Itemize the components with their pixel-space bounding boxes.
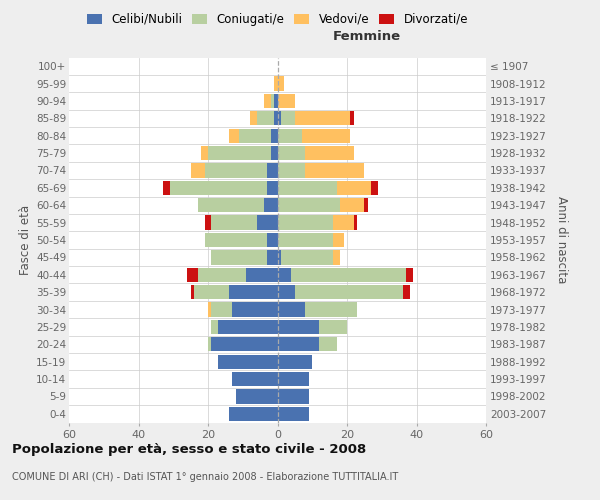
Bar (208, 302, 211, 316)
Bar (302, 128, 350, 143)
Bar (208, 146, 271, 160)
Bar (333, 250, 340, 264)
Bar (350, 111, 354, 126)
Bar (205, 233, 267, 247)
Bar (333, 233, 344, 247)
Text: COMUNE DI ARI (CH) - Dati ISTAT 1° gennaio 2008 - Elaborazione TUTTITALIA.IT: COMUNE DI ARI (CH) - Dati ISTAT 1° genna… (12, 472, 398, 482)
Y-axis label: Anni di nascita: Anni di nascita (555, 196, 568, 284)
Bar (281, 111, 295, 126)
Bar (211, 216, 257, 230)
Bar (277, 268, 292, 282)
Bar (305, 146, 354, 160)
Bar (263, 94, 271, 108)
Bar (191, 285, 194, 300)
Bar (205, 164, 267, 177)
Bar (277, 285, 295, 300)
Text: Femmine: Femmine (333, 30, 401, 43)
Bar (277, 406, 309, 421)
Bar (277, 372, 309, 386)
Bar (211, 320, 218, 334)
Bar (292, 268, 406, 282)
Bar (191, 164, 205, 177)
Bar (277, 111, 281, 126)
Bar (211, 337, 277, 351)
Bar (187, 268, 197, 282)
Bar (337, 180, 371, 195)
Bar (277, 337, 319, 351)
Bar (277, 250, 281, 264)
Bar (263, 198, 277, 212)
Bar (267, 233, 277, 247)
Bar (274, 111, 277, 126)
Bar (197, 268, 246, 282)
Text: Popolazione per età, sesso e stato civile - 2008: Popolazione per età, sesso e stato civil… (12, 442, 366, 456)
Bar (201, 146, 208, 160)
Bar (277, 302, 305, 316)
Bar (333, 216, 354, 230)
Bar (257, 111, 274, 126)
Bar (197, 198, 263, 212)
Bar (229, 285, 277, 300)
Bar (239, 128, 271, 143)
Bar (277, 320, 319, 334)
Bar (406, 268, 413, 282)
Bar (319, 320, 347, 334)
Bar (267, 164, 277, 177)
Bar (277, 354, 312, 369)
Bar (403, 285, 410, 300)
Bar (319, 337, 337, 351)
Bar (281, 250, 333, 264)
Bar (277, 146, 305, 160)
Bar (277, 94, 295, 108)
Bar (277, 198, 340, 212)
Bar (271, 128, 277, 143)
Bar (277, 390, 309, 404)
Bar (295, 111, 350, 126)
Bar (295, 285, 403, 300)
Bar (236, 390, 277, 404)
Bar (371, 180, 378, 195)
Bar (364, 198, 368, 212)
Bar (218, 320, 277, 334)
Bar (271, 94, 274, 108)
Bar (229, 406, 277, 421)
Bar (267, 250, 277, 264)
Bar (277, 164, 305, 177)
Bar (250, 111, 257, 126)
Bar (163, 180, 170, 195)
Bar (277, 180, 337, 195)
Bar (218, 354, 277, 369)
Bar (277, 233, 333, 247)
Bar (340, 198, 364, 212)
Bar (208, 337, 211, 351)
Bar (246, 268, 277, 282)
Bar (170, 180, 267, 195)
Bar (232, 302, 277, 316)
Bar (271, 146, 277, 160)
Bar (232, 372, 277, 386)
Bar (305, 164, 364, 177)
Bar (274, 76, 277, 90)
Bar (305, 302, 358, 316)
Legend: Celibi/Nubili, Coniugati/e, Vedovi/e, Divorzati/e: Celibi/Nubili, Coniugati/e, Vedovi/e, Di… (82, 8, 473, 30)
Bar (274, 94, 277, 108)
Bar (211, 250, 267, 264)
Y-axis label: Fasce di età: Fasce di età (19, 205, 32, 275)
Bar (267, 180, 277, 195)
Bar (277, 76, 284, 90)
Bar (205, 216, 211, 230)
Bar (277, 128, 302, 143)
Bar (257, 216, 277, 230)
Bar (194, 285, 229, 300)
Bar (354, 216, 358, 230)
Bar (211, 302, 232, 316)
Bar (229, 128, 239, 143)
Bar (277, 216, 333, 230)
